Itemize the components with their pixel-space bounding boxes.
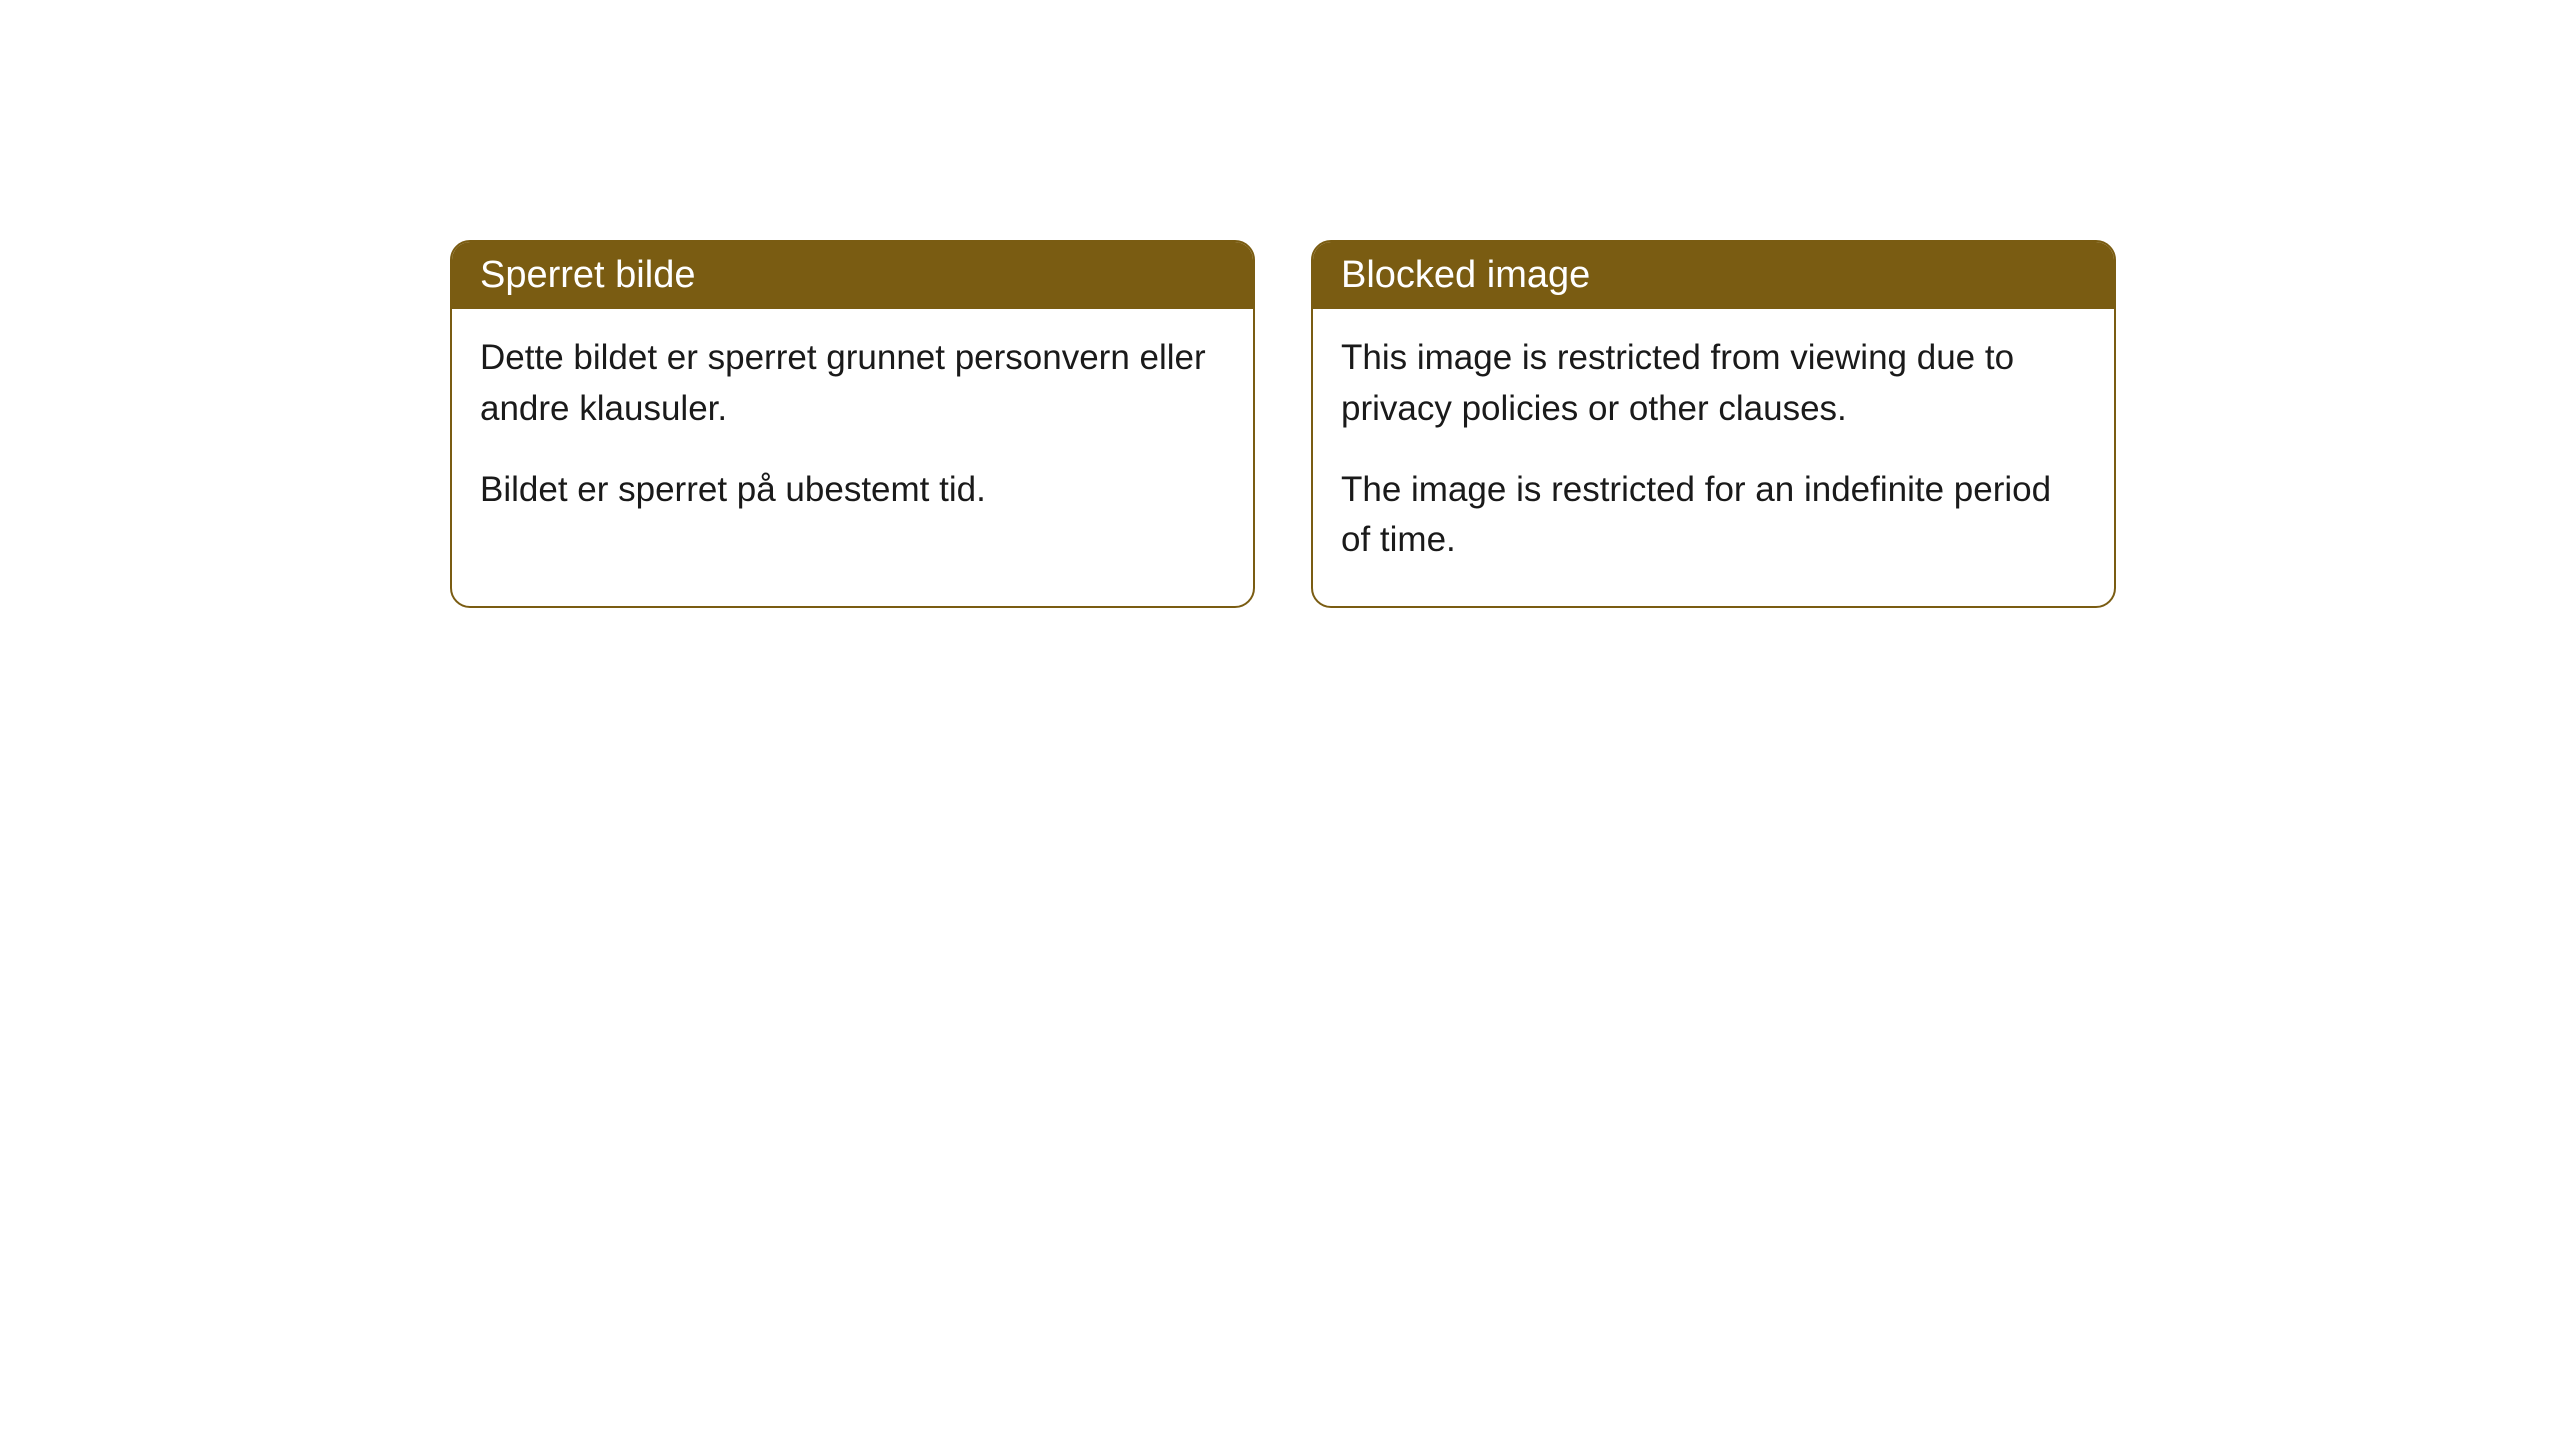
card-body-norwegian: Dette bildet er sperret grunnet personve… (452, 309, 1253, 555)
card-paragraph: Dette bildet er sperret grunnet personve… (480, 333, 1225, 435)
card-title: Blocked image (1341, 254, 1590, 296)
card-body-english: This image is restricted from viewing du… (1313, 309, 2114, 606)
card-title: Sperret bilde (480, 254, 695, 296)
card-paragraph: The image is restricted for an indefinit… (1341, 465, 2086, 567)
notice-cards-container: Sperret bilde Dette bildet er sperret gr… (450, 240, 2116, 608)
blocked-image-card-norwegian: Sperret bilde Dette bildet er sperret gr… (450, 240, 1255, 608)
card-paragraph: Bildet er sperret på ubestemt tid. (480, 465, 1225, 516)
card-paragraph: This image is restricted from viewing du… (1341, 333, 2086, 435)
card-header-norwegian: Sperret bilde (452, 242, 1253, 309)
card-header-english: Blocked image (1313, 242, 2114, 309)
blocked-image-card-english: Blocked image This image is restricted f… (1311, 240, 2116, 608)
